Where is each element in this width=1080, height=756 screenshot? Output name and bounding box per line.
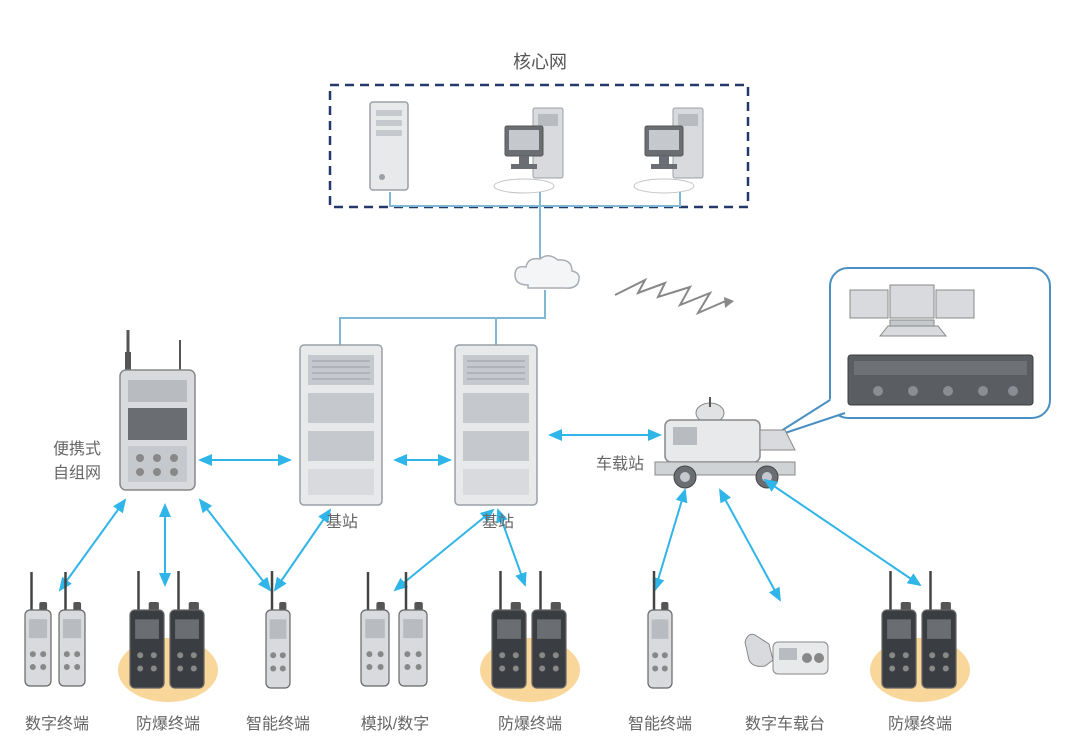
terminal-label: 智能终端: [625, 710, 695, 734]
highlight-oval: [480, 638, 580, 702]
terminal-label: 防爆终端: [133, 710, 203, 734]
lightning-icon: [615, 280, 734, 313]
workstation-icon: [634, 108, 703, 193]
callout-bubble: [770, 268, 1050, 438]
terminal-label: 防爆终端: [495, 710, 565, 734]
base-station-label: 基站: [478, 508, 518, 532]
vehicle-station-label: 车载站: [590, 450, 650, 474]
cloud-icon: [515, 256, 579, 288]
core-network-label: 核心网: [500, 48, 580, 74]
base-station-label: 基站: [322, 508, 362, 532]
portable-adhoc-icon: [120, 330, 195, 490]
workstation-icon: [494, 108, 563, 193]
terminal-label: 防爆终端: [885, 710, 955, 734]
terminal-label: 模拟/数字: [355, 710, 435, 734]
core-network-box: [330, 85, 748, 207]
base-station-icon: [455, 345, 537, 505]
server-icon: [370, 102, 408, 190]
wired-lines: [340, 192, 680, 345]
terminal-label: 数字车载台: [740, 710, 830, 734]
highlight-oval: [870, 638, 970, 702]
terminal-label: 智能终端: [243, 710, 313, 734]
terminal-label: 数字终端: [22, 710, 92, 734]
portable-adhoc-label: 便携式 自组网: [42, 435, 112, 483]
vehicle-icon: [655, 397, 795, 488]
base-station-icon: [300, 345, 382, 505]
highlight-oval: [118, 638, 218, 702]
